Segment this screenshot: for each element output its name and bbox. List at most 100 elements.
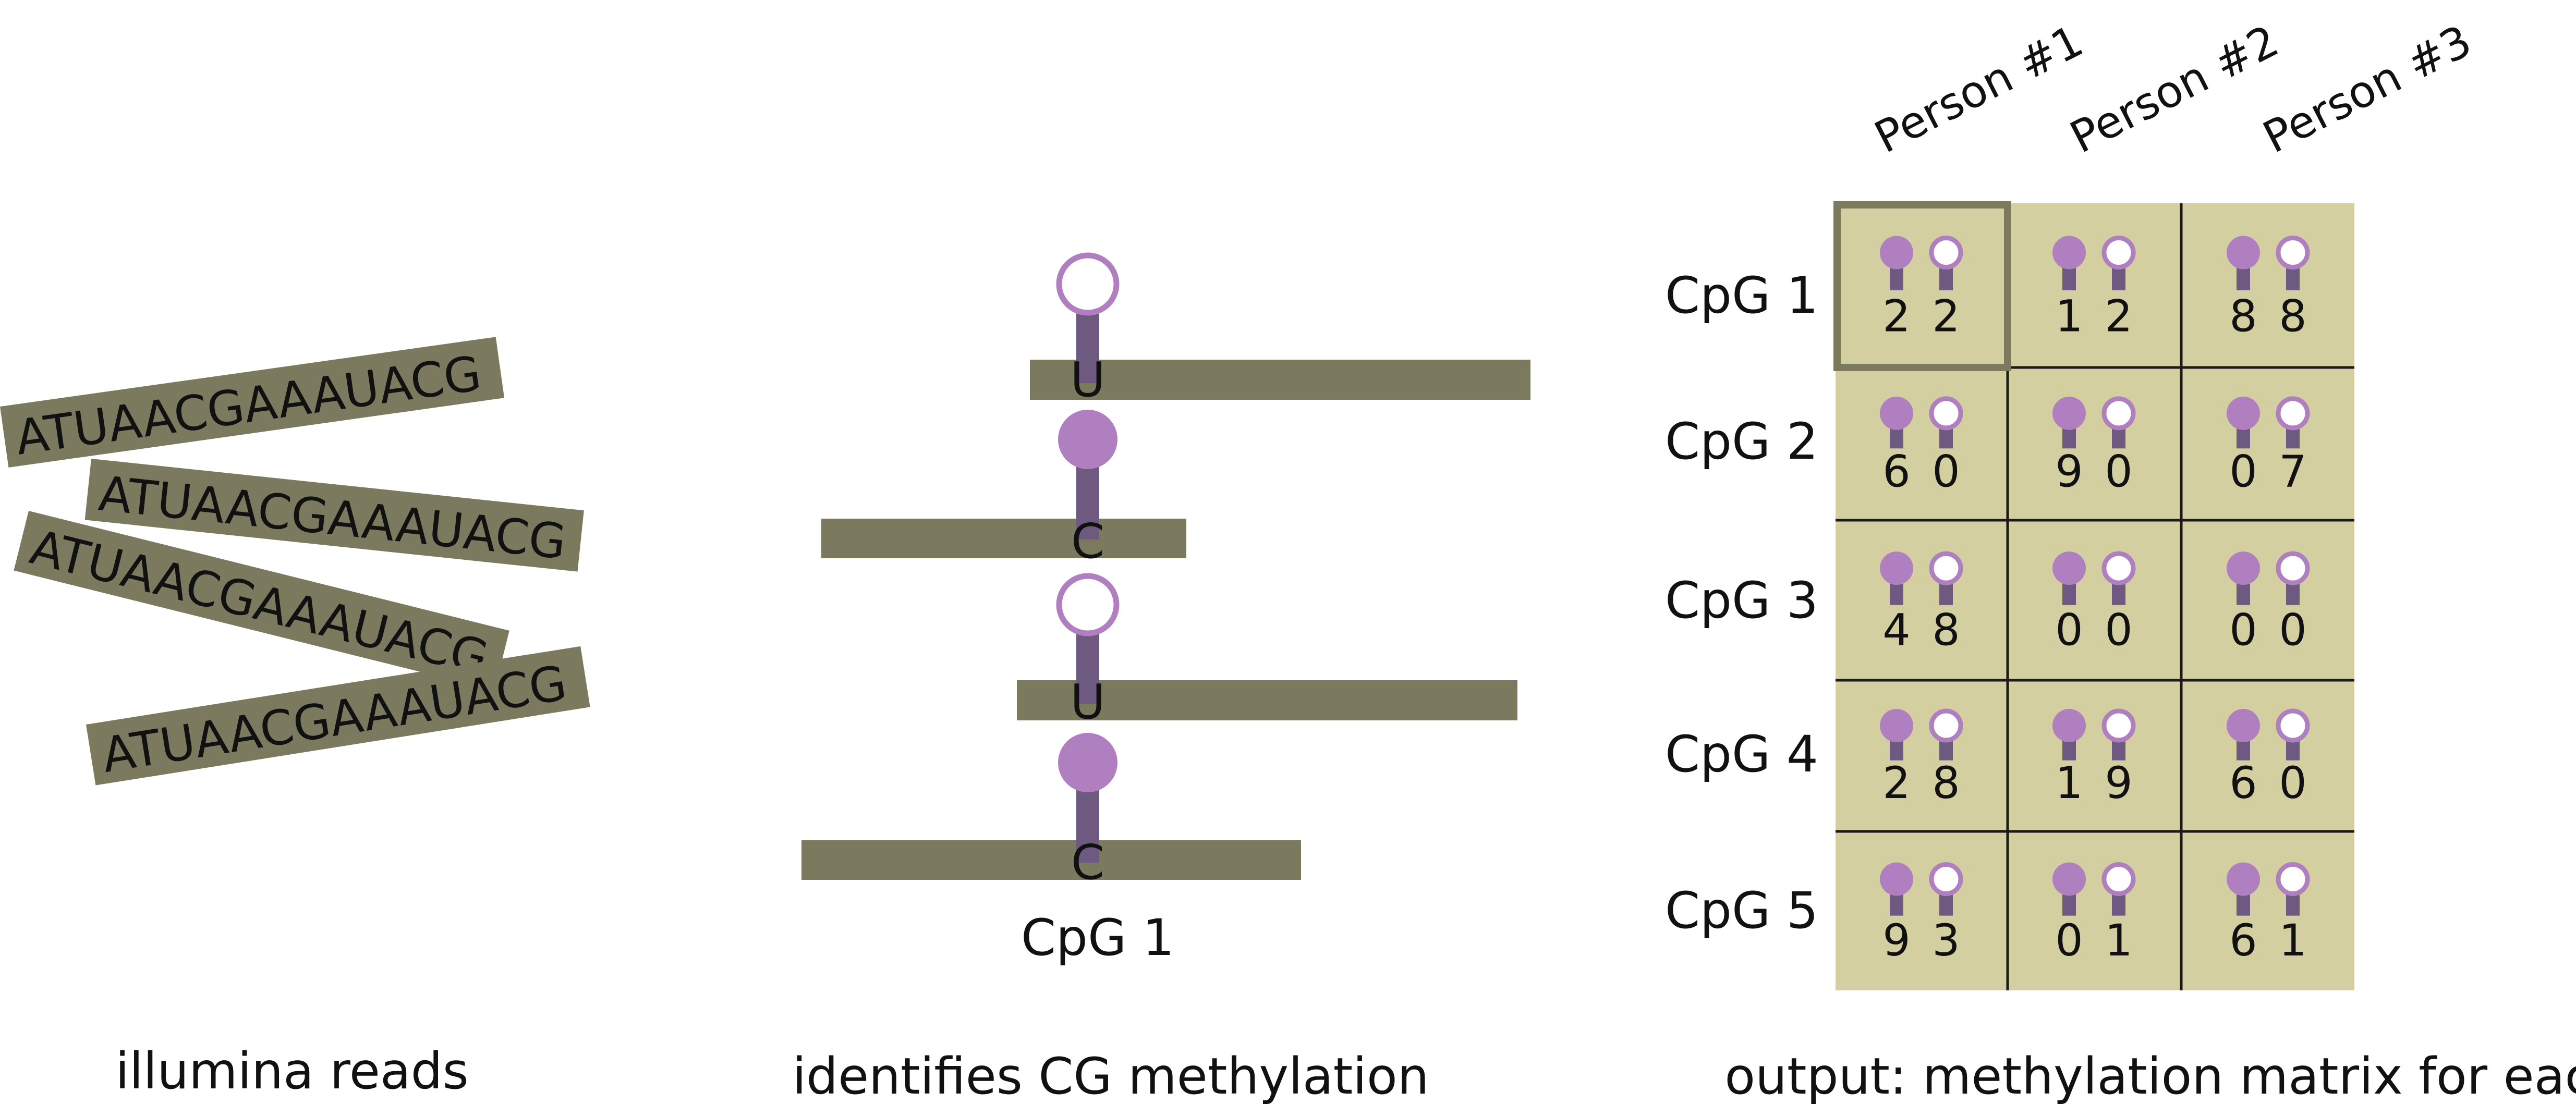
methylated-count: 0 xyxy=(2055,915,2083,966)
row-headers: CpG 1 CpG 2 CpG 3 CpG 4 CpG 5 xyxy=(1665,266,1818,940)
methylated-count: 6 xyxy=(2229,757,2257,808)
filled-lollipop-icon xyxy=(2052,709,2086,761)
open-lollipop-icon xyxy=(1929,396,1963,449)
filled-lollipop-icon xyxy=(2227,709,2260,761)
reads-caption: illumina reads xyxy=(115,1042,468,1100)
row-header-cpg-1: CpG 1 xyxy=(1665,266,1818,325)
aligned-read-2: C xyxy=(821,410,1186,569)
filled-lollipop-icon xyxy=(1058,410,1117,469)
matrix-cells: 2 2 1 2 8 86 0 9 0 0 74 8 0 0 0 02 8 1 9 6 09 3 0 1 6 1 xyxy=(1880,236,2310,966)
base-letter: U xyxy=(1070,352,1105,408)
base-letter: C xyxy=(1071,835,1104,890)
open-lollipop-icon xyxy=(2276,396,2310,449)
open-lollipop-icon xyxy=(2101,551,2136,605)
read-bar xyxy=(84,459,584,572)
open-lollipop-icon xyxy=(2101,396,2136,449)
lollipop-stem xyxy=(1076,790,1099,863)
filled-lollipop-icon xyxy=(1058,733,1117,792)
read-sequence: ATUAACGAAAUACG xyxy=(12,346,484,466)
read-bar xyxy=(1030,360,1530,400)
methylation-call-panel: U C U C CpG 1 xyxy=(792,252,1530,1106)
methylated-count: 2 xyxy=(1882,757,1910,808)
column-header-person-2: Person #2 xyxy=(2062,15,2287,163)
open-lollipop-icon xyxy=(2276,551,2310,605)
open-lollipop-icon xyxy=(2101,708,2136,761)
read-bar xyxy=(0,337,505,468)
methylated-count: 2 xyxy=(1882,291,1910,342)
filled-lollipop-icon xyxy=(1880,709,1913,761)
methylated-count: 9 xyxy=(2055,446,2083,497)
unmethylated-count: 0 xyxy=(2279,757,2306,808)
methylated-count: 0 xyxy=(2055,604,2083,655)
methylated-count: 8 xyxy=(2229,291,2257,342)
reads-panel: ATUAACGAAAUACG ATUAACGAAAUACG ATUAACGAAA… xyxy=(0,337,590,1100)
column-header-person-3: Person #3 xyxy=(2255,15,2480,163)
unmethylated-count: 2 xyxy=(2105,291,2132,342)
cpg-site-label: CpG 1 xyxy=(1021,909,1174,967)
column-headers: Person #1 Person #2 Person #3 xyxy=(1867,15,2480,163)
filled-lollipop-icon xyxy=(2052,396,2086,449)
aligned-read-1: U xyxy=(1030,252,1530,408)
methylated-count: 4 xyxy=(1882,604,1910,655)
unmethylated-count: 0 xyxy=(2105,604,2132,655)
matrix-background xyxy=(1836,203,2354,990)
filled-lollipop-icon xyxy=(2052,236,2086,290)
methylated-count: 1 xyxy=(2055,757,2083,808)
unmethylated-count: 8 xyxy=(2279,291,2306,342)
read-bar xyxy=(1017,680,1517,720)
methylated-count: 6 xyxy=(1882,446,1910,497)
unmethylated-count: 8 xyxy=(1932,604,1960,655)
filled-lollipop-icon xyxy=(2227,236,2260,290)
methylated-count: 0 xyxy=(2229,604,2257,655)
filled-lollipop-icon xyxy=(1880,236,1913,290)
filled-lollipop-icon xyxy=(2052,551,2086,605)
matrix-caption: output: methylation matrix for each indi… xyxy=(1724,1047,2576,1106)
unmethylated-count: 0 xyxy=(2105,446,2132,497)
lollipop-stem xyxy=(1076,633,1099,704)
filled-lollipop-icon xyxy=(1880,551,1913,605)
unmethylated-count: 1 xyxy=(2105,915,2132,966)
methylation-matrix-panel: Person #1 Person #2 Person #3 CpG 1 CpG … xyxy=(1665,15,2576,1106)
open-lollipop-icon xyxy=(2101,236,2136,290)
unmethylated-count: 1 xyxy=(2279,915,2306,966)
open-lollipop-icon xyxy=(1929,551,1963,605)
filled-lollipop-icon xyxy=(2227,396,2260,449)
unmethylated-count: 2 xyxy=(1932,291,1960,342)
open-lollipop-icon xyxy=(2276,862,2310,916)
aligned-read-3: U xyxy=(1017,573,1517,730)
methylated-count: 1 xyxy=(2055,291,2083,342)
unmethylated-count: 3 xyxy=(1932,915,1960,966)
open-lollipop-icon xyxy=(1929,862,1963,916)
base-letter: C xyxy=(1071,513,1104,569)
column-header-person-1: Person #1 xyxy=(1867,15,2091,163)
methylated-count: 9 xyxy=(1882,915,1910,966)
open-lollipop-icon xyxy=(1929,708,1963,761)
row-header-cpg-4: CpG 4 xyxy=(1665,725,1818,783)
open-lollipop-icon xyxy=(1056,573,1120,636)
methylation-caption: identifies CG methylation xyxy=(792,1047,1429,1106)
highlight-cell-box xyxy=(1833,201,2011,371)
read-bar xyxy=(801,840,1301,880)
aligned-read-4: C xyxy=(801,733,1301,890)
sequencing-read-4: ATUAACGAAAUACG xyxy=(86,646,590,786)
row-header-cpg-5: CpG 5 xyxy=(1665,881,1818,940)
read-bar xyxy=(86,646,590,786)
filled-lollipop-icon xyxy=(2227,862,2260,916)
methylated-count: 6 xyxy=(2229,915,2257,966)
methylated-count: 0 xyxy=(2229,446,2257,497)
